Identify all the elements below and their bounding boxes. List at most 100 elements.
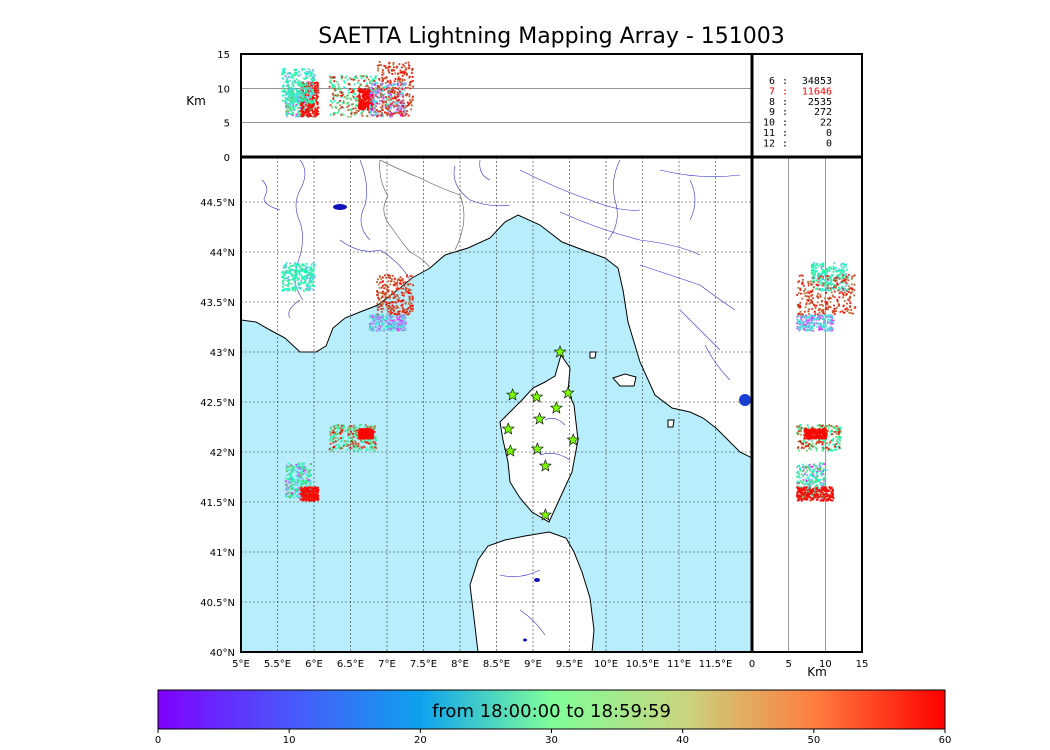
altitude-point	[307, 89, 310, 92]
lightning-point	[369, 435, 372, 438]
side-point	[823, 496, 826, 499]
lightning-point	[312, 284, 314, 287]
lightning-point	[368, 448, 371, 451]
side-point	[801, 488, 804, 491]
lightning-point	[336, 430, 338, 433]
lightning-point	[408, 298, 411, 301]
lightning-point	[317, 494, 320, 497]
lightning-point	[306, 495, 308, 498]
altitude-point	[402, 82, 405, 85]
altitude-point	[312, 102, 314, 105]
side-point	[842, 272, 844, 275]
lightning-point	[333, 436, 336, 439]
altitude-point	[391, 104, 394, 107]
altitude-point	[371, 86, 373, 89]
lightning-point	[304, 466, 306, 469]
altitude-point	[295, 95, 298, 98]
side-point	[809, 446, 811, 449]
lightning-point	[295, 270, 298, 273]
lightning-point	[401, 311, 404, 313]
altitude-point	[292, 85, 295, 88]
lightning-point	[397, 287, 400, 290]
altitude-point	[295, 73, 298, 76]
altitude-point	[289, 76, 291, 79]
altitude-point	[369, 98, 372, 101]
lightning-point	[351, 439, 354, 442]
altitude-point	[407, 86, 409, 89]
altitude-point	[389, 110, 391, 112]
lightning-point	[291, 278, 294, 281]
altitude-point	[380, 64, 383, 67]
altitude-point	[291, 81, 294, 83]
side-point	[820, 472, 822, 475]
altitude-point	[345, 97, 348, 100]
altitude-point	[408, 82, 411, 85]
lightning-point	[411, 295, 414, 298]
altitude-point	[410, 101, 413, 103]
lightning-point	[367, 436, 370, 438]
lightning-point	[317, 489, 319, 492]
lightning-point	[400, 326, 402, 329]
altitude-point	[306, 92, 309, 95]
side-point	[814, 486, 817, 489]
altitude-point	[404, 112, 407, 114]
altitude-point	[316, 86, 319, 89]
side-point	[809, 469, 811, 472]
lightning-point	[332, 441, 335, 444]
altitude-point	[399, 107, 401, 110]
side-point	[804, 498, 807, 501]
lightning-point	[300, 494, 303, 497]
lightning-point	[345, 444, 348, 446]
lightning-point	[285, 277, 288, 280]
side-point	[822, 424, 825, 427]
altitude-point	[332, 113, 335, 116]
side-point	[798, 472, 801, 475]
altitude-point	[337, 110, 340, 113]
lightning-point	[362, 430, 365, 433]
lightning-point	[297, 481, 300, 483]
altitude-point	[333, 89, 336, 92]
lightning-point	[314, 496, 317, 499]
lightning-point	[285, 272, 288, 274]
side-point	[803, 473, 806, 475]
lightning-point	[287, 285, 289, 288]
altitude-point	[362, 108, 365, 111]
altitude-point	[295, 99, 298, 102]
altitude-point	[289, 88, 292, 91]
lightning-point	[312, 262, 315, 265]
side-point	[836, 428, 838, 430]
side-point	[816, 479, 819, 482]
lightning-point	[284, 271, 286, 274]
altitude-point	[301, 90, 304, 93]
altitude-point	[362, 110, 364, 112]
altitude-point	[308, 94, 311, 97]
altitude-point	[297, 106, 300, 109]
altitude-point	[289, 79, 291, 82]
side-point	[825, 268, 828, 270]
altitude-point	[388, 87, 391, 90]
altitude-point	[340, 94, 342, 97]
altitude-point	[360, 88, 362, 91]
lightning-point	[299, 287, 302, 290]
lightning-point	[285, 482, 288, 485]
lightning-point	[361, 433, 364, 436]
side-point	[800, 441, 802, 444]
altitude-point	[389, 113, 392, 116]
lightning-point	[377, 296, 379, 299]
altitude-point	[339, 99, 341, 102]
lightning-point	[376, 289, 378, 292]
lightning-point	[305, 284, 308, 287]
lightning-point	[392, 324, 395, 327]
side-point	[824, 489, 827, 492]
lightning-point	[303, 469, 306, 472]
altitude-point	[391, 89, 393, 91]
altitude-point	[374, 112, 377, 115]
side-point	[843, 289, 846, 292]
altitude-point	[385, 76, 388, 78]
altitude-point	[382, 97, 385, 99]
side-point	[810, 484, 812, 487]
side-point	[797, 427, 800, 430]
lightning-point	[364, 432, 367, 435]
altitude-point	[301, 91, 304, 94]
side-point	[816, 496, 819, 499]
